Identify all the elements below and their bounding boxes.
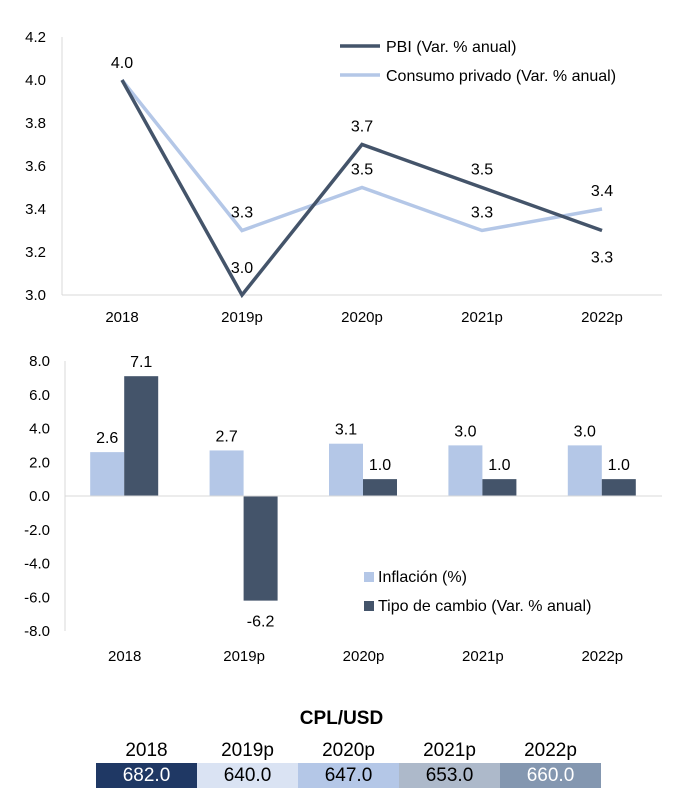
inflacion-bar — [329, 443, 363, 496]
y-tick-label: 4.2 — [25, 29, 46, 46]
inflacion-bar — [90, 452, 125, 496]
y-tick-label: 3.8 — [25, 115, 46, 132]
x-tick-label: 2018 — [108, 648, 141, 665]
tipo-cambio-bar — [601, 479, 636, 496]
cpl-value-cell: 682.0 — [96, 763, 197, 788]
cpl-value-cell: 653.0 — [399, 763, 500, 788]
y-tick-label: -6.0 — [24, 589, 50, 606]
legend-swatch — [364, 572, 374, 582]
x-tick-label: 2021p — [462, 648, 504, 665]
y-tick-label: 4.0 — [25, 72, 46, 89]
consumo-series-line — [120, 78, 603, 233]
pbi-data-label: 3.7 — [351, 119, 373, 136]
tipo-cambio-bar — [482, 479, 517, 496]
x-tick-label: 2022p — [581, 648, 623, 665]
legend-label: Inflación (%) — [378, 569, 467, 586]
legend-label: PBI (Var. % anual) — [386, 39, 516, 56]
cpl-usd-title: CPL/USD — [299, 708, 384, 729]
inflacion-data-label: 2.6 — [96, 430, 118, 447]
legend-swatch — [364, 601, 374, 611]
x-tick-label: 2020p — [341, 309, 383, 326]
pbi-data-label: 3.3 — [591, 250, 613, 267]
cpl-year-row: 2018 2019p 2020p 2021p 2022p — [96, 738, 601, 763]
x-tick-label: 2021p — [461, 309, 503, 326]
tipo-cambio-data-label: 7.1 — [130, 354, 152, 371]
y-tick-label: 6.0 — [29, 387, 50, 404]
tipo-cambio-data-label: -6.2 — [247, 614, 275, 631]
legend-label: Consumo privado (Var. % anual) — [386, 68, 616, 85]
cpl-usd-table: 2018 2019p 2020p 2021p 2022p 682.0 640.0… — [96, 738, 601, 788]
inflacion-bar — [567, 445, 602, 496]
cpl-year-cell: 2019p — [221, 739, 274, 761]
y-tick-label: 0.0 — [29, 488, 50, 505]
inflacion-data-label: 3.0 — [454, 423, 476, 440]
consumo-data-label: 3.5 — [351, 162, 373, 179]
tipo-cambio-bar — [363, 479, 397, 496]
cpl-year-cell: 2022p — [524, 739, 577, 761]
x-tick-label: 2019p — [221, 309, 263, 326]
pbi-data-label: 3.5 — [471, 162, 493, 179]
tipo-cambio-data-label: 1.0 — [488, 457, 510, 474]
pbi-data-label: 4.0 — [111, 55, 133, 72]
y-tick-label: 3.0 — [25, 287, 46, 304]
gdp-line-chart: 3.0 3.2 3.4 3.6 3.8 4.0 4.2 2018 2019p 2020p 2021p… — [25, 29, 662, 326]
inflacion-bar — [209, 450, 244, 496]
y-tick-label: 2.0 — [29, 454, 50, 471]
y-tick-label: -2.0 — [24, 522, 50, 539]
cpl-year-cell: 2021p — [423, 739, 476, 761]
y-tick-label: 3.6 — [25, 158, 46, 175]
cpl-value-cell: 640.0 — [197, 763, 298, 788]
y-tick-label: -8.0 — [24, 623, 50, 640]
y-tick-label: 8.0 — [29, 353, 50, 370]
tipo-cambio-data-label: 1.0 — [608, 457, 630, 474]
pbi-series-line — [120, 79, 603, 299]
pbi-data-label: 3.0 — [231, 260, 253, 277]
cpl-value-cell: 647.0 — [298, 763, 399, 788]
cpl-value-cell: 660.0 — [500, 763, 601, 788]
y-tick-label: 4.0 — [29, 421, 50, 438]
x-tick-label: 2022p — [581, 309, 623, 326]
consumo-data-label: 3.3 — [471, 205, 493, 222]
tipo-cambio-data-label: 1.0 — [369, 457, 391, 474]
x-tick-label: 2020p — [343, 648, 385, 665]
legend-label: Tipo de cambio (Var. % anual) — [378, 598, 591, 615]
consumo-data-label: 3.4 — [591, 183, 613, 200]
cpl-value-row: 682.0 640.0 647.0 653.0 660.0 — [96, 763, 601, 788]
x-tick-label: 2019p — [223, 648, 265, 665]
inflacion-data-label: 3.0 — [574, 423, 596, 440]
cpl-year-cell: 2020p — [322, 739, 375, 761]
cpl-year-cell: 2018 — [125, 739, 168, 761]
consumo-data-label: 3.3 — [231, 205, 253, 222]
inflacion-data-label: 3.1 — [335, 422, 357, 439]
y-tick-label: -4.0 — [24, 556, 50, 573]
x-tick-label: 2018 — [105, 309, 138, 326]
tipo-cambio-bar — [124, 376, 159, 496]
inflacion-bar — [448, 445, 483, 496]
inflation-bar-chart: -8.0 -6.0 -4.0 -2.0 0.0 2.0 4.0 6.0 8.0 2018 2019p… — [24, 353, 662, 665]
y-tick-label: 3.2 — [25, 244, 46, 261]
tipo-cambio-bar — [243, 496, 278, 601]
inflacion-data-label: 2.7 — [215, 428, 237, 445]
y-tick-label: 3.4 — [25, 201, 46, 218]
